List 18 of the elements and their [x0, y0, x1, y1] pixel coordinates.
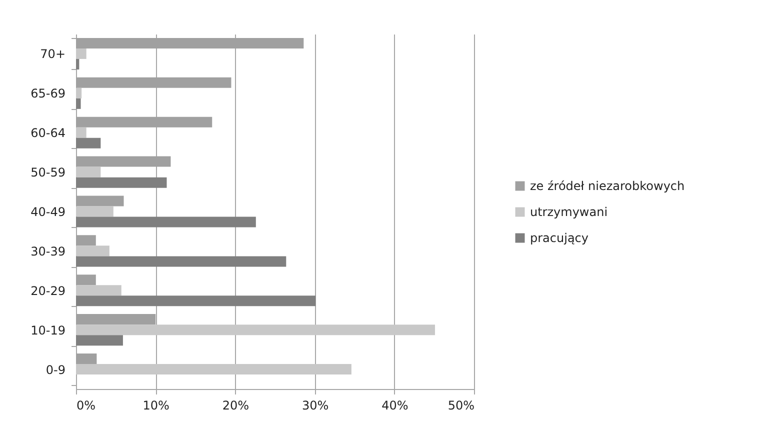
x-tick-label: 30%	[302, 398, 329, 412]
y-tick-label: 65-69	[30, 86, 66, 101]
y-tick-label: 50-59	[30, 166, 66, 180]
legend-label: pracujący	[530, 231, 588, 245]
y-tick-label: 60-64	[30, 126, 66, 140]
x-tick-label: 0%	[76, 398, 96, 412]
y-tick-label: 20-29	[30, 284, 66, 298]
x-tick-label: 10%	[142, 398, 170, 412]
x-tick-label: 50%	[448, 398, 474, 412]
y-tick-label: 10-19	[30, 323, 66, 338]
x-tick-label: 20%	[222, 398, 250, 412]
y-tick-label: 30-39	[30, 244, 66, 258]
legend-label: utrzymywani	[530, 205, 608, 219]
x-tick-label: 40%	[382, 398, 408, 412]
y-tick-label: 40-49	[30, 205, 66, 219]
legend-label: ze źródeł niezarobkowych	[530, 179, 685, 193]
y-tick-label: 70+	[40, 47, 66, 62]
y-tick-label: 0-9	[46, 362, 66, 377]
